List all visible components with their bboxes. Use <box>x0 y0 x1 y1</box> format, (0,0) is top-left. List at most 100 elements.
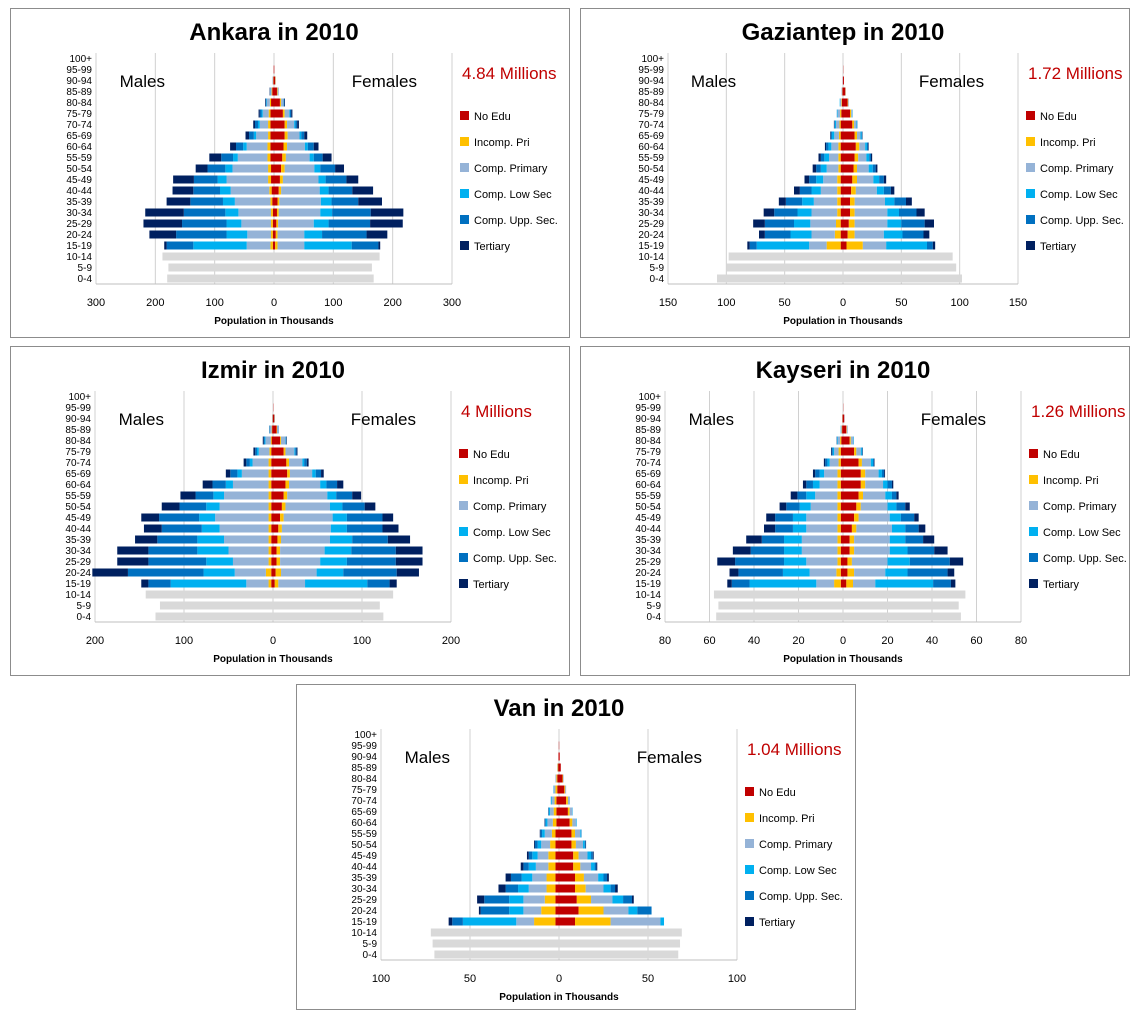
pyramid-chart-kayseri: Kayseri in 2010 Males Females 1.26 Millions… <box>635 357 1126 665</box>
bar-female-incomp-pri <box>860 480 866 489</box>
bar-male-comp-upp-sec <box>831 447 833 456</box>
bar-female-comp-low-sec <box>289 109 291 118</box>
bar-male-comp-upp-sec <box>764 219 794 228</box>
bar-female-comp-upp-sec <box>905 524 919 533</box>
bar-female-comp-primary <box>854 230 884 239</box>
bar-female-comp-primary <box>567 796 570 805</box>
age-tick-label: 80-84 <box>65 436 91 447</box>
bar-male-incomp-pri <box>271 208 273 217</box>
bar-female-comp-upp-sec <box>346 524 383 533</box>
bar-female-comp-low-sec <box>612 895 624 904</box>
bar-female-comp-upp-sec <box>325 175 347 184</box>
bar-male-tertiary <box>209 153 222 162</box>
bar-female-incomp-pri <box>564 785 566 794</box>
bar-female-comp-low-sec <box>887 219 902 228</box>
age-tick-label: 50-54 <box>635 502 661 513</box>
bar-female-comp-primary <box>850 436 854 445</box>
bar-male-no-edu <box>840 164 843 173</box>
bar-male-comp-primary <box>232 164 269 173</box>
bar-female-tertiary <box>396 568 419 577</box>
bar-female-comp-primary <box>861 458 871 467</box>
bar-female-incomp-pri <box>855 142 860 151</box>
bar-male-comp-primary <box>810 502 838 511</box>
bar-male-tertiary <box>766 513 776 522</box>
bar-male-comp-primary <box>252 458 269 467</box>
legend-label: Comp. Upp. Sec. <box>473 553 557 565</box>
bar-male-comp-low-sec <box>222 197 235 206</box>
age-tick-label: 40-44 <box>351 862 377 873</box>
age-tick-label: 65-69 <box>65 469 91 480</box>
bar-male-comp-upp-sec <box>820 153 825 162</box>
bar-male-incomp-pri <box>837 491 841 500</box>
age-tick-label: 15-19 <box>638 241 664 252</box>
bar-female-incomp-pri <box>283 491 288 500</box>
bar-male-tertiary <box>145 208 184 217</box>
bar-male-comp-upp-sec <box>731 579 750 588</box>
bar-male-under15 <box>430 928 559 937</box>
age-tick-label: 10-14 <box>65 590 91 601</box>
bar-female-comp-upp-sec <box>872 164 876 173</box>
x-tick-label: 100 <box>728 973 746 985</box>
bar-male-no-edu <box>840 197 843 206</box>
bar-male-no-edu <box>558 763 559 772</box>
bar-male-comp-low-sec <box>256 447 259 456</box>
age-tick-label: 10-14 <box>638 252 664 263</box>
bar-female-tertiary <box>313 142 319 151</box>
bar-female-incomp-pri <box>847 230 855 239</box>
bar-male-tertiary <box>732 546 751 555</box>
bar-female-incomp-pri <box>576 895 592 904</box>
bar-male-comp-primary <box>824 469 838 478</box>
bar-male-incomp-pri <box>268 480 272 489</box>
bar-male-comp-upp-sec <box>750 546 785 555</box>
bar-female-no-edu <box>843 546 850 555</box>
bar-male-no-edu <box>840 480 843 489</box>
age-tick-label: 30-34 <box>635 546 661 557</box>
bar-male-comp-upp-sec <box>263 436 265 445</box>
age-tick-label: 75-79 <box>635 447 661 458</box>
bar-male-comp-low-sec <box>197 535 225 544</box>
bar-female-comp-upp-sec <box>307 142 314 151</box>
bar-female-no-edu <box>559 851 574 860</box>
bar-male-comp-low-sec <box>266 98 267 107</box>
bar-female-incomp-pri <box>285 480 290 489</box>
bar-male-comp-primary <box>553 785 556 794</box>
bar-male-comp-primary <box>555 774 557 783</box>
bar-female-no-edu <box>843 87 846 96</box>
bar-female-incomp-pri <box>854 447 857 456</box>
legend-label: Comp. Upp. Sec. <box>759 891 843 903</box>
bar-female-incomp-pri <box>853 164 857 173</box>
bar-male-incomp-pri <box>552 818 557 827</box>
bar-male-no-edu <box>271 469 273 478</box>
bar-male-incomp-pri <box>553 807 557 816</box>
bar-female-tertiary <box>934 546 948 555</box>
bar-female-comp-upp-sec <box>907 568 948 577</box>
bar-female-comp-primary <box>563 774 564 783</box>
bar-female-incomp-pri <box>847 568 855 577</box>
bar-male-comp-primary <box>826 164 839 173</box>
bar-male-tertiary <box>143 524 162 533</box>
bar-female-incomp-pri <box>276 557 281 566</box>
bar-male-no-edu <box>555 873 559 882</box>
bar-female-under15 <box>274 274 374 283</box>
bar-male-incomp-pri <box>544 895 556 904</box>
age-tick-label: 40-44 <box>638 186 664 197</box>
legend-label: No Edu <box>759 787 796 799</box>
bar-male-comp-low-sec <box>225 480 233 489</box>
bar-female-comp-primary <box>277 87 279 96</box>
bar-male-comp-low-sec <box>819 469 825 478</box>
bar-male-incomp-pri <box>836 568 841 577</box>
age-tick-label: 90-94 <box>351 752 377 763</box>
legend-label: No Edu <box>1040 111 1077 123</box>
age-tick-label: 5-9 <box>78 263 93 274</box>
bar-male-under15 <box>716 612 843 621</box>
bar-male-tertiary <box>824 142 827 151</box>
bar-female-incomp-pri <box>275 230 278 239</box>
bar-female-incomp-pri <box>280 513 284 522</box>
bar-male-comp-upp-sec <box>484 895 510 904</box>
bar-male-incomp-pri <box>837 208 841 217</box>
legend-swatch-comp-low-sec <box>1026 189 1035 198</box>
legend-label: Incomp. Pri <box>474 137 530 149</box>
bar-female-comp-upp-sec <box>927 241 933 250</box>
bar-male-comp-low-sec <box>170 579 247 588</box>
bar-male-no-edu <box>271 164 274 173</box>
